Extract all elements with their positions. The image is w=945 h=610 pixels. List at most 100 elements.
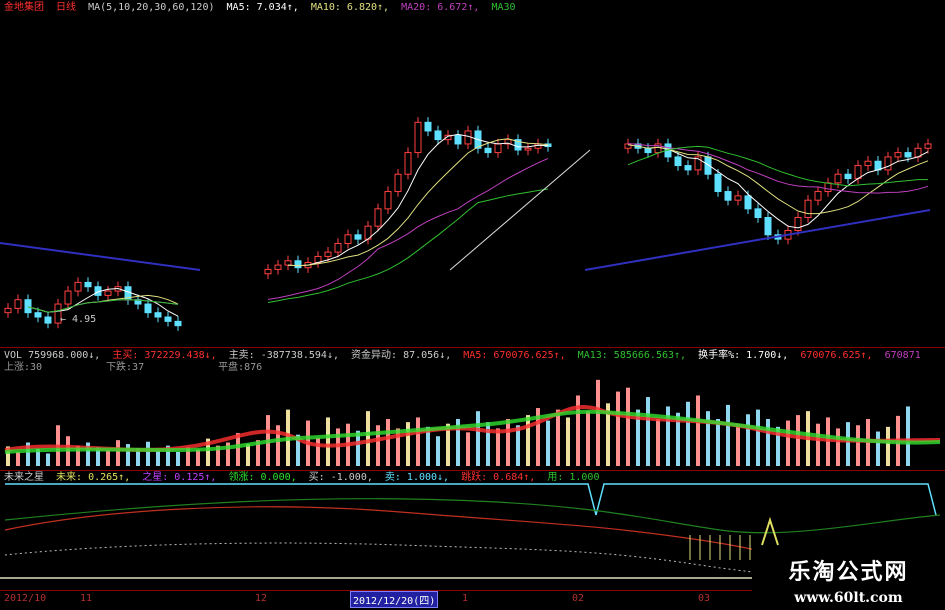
volume-bar <box>486 422 490 466</box>
period-label[interactable]: 日线 <box>56 2 77 13</box>
volume-bar <box>6 446 10 466</box>
volume-bar <box>186 447 190 466</box>
candle-body <box>454 134 462 145</box>
volume-ma13-band <box>4 409 941 454</box>
candle-body <box>434 130 442 141</box>
volume-bar <box>246 444 250 466</box>
volume-bar <box>886 426 890 466</box>
volume-bar <box>636 409 640 466</box>
low-price-label: ← 4.95 <box>60 314 96 325</box>
volume-bar <box>216 445 220 466</box>
cursor-date: 2012/12/20(四) <box>350 591 439 608</box>
jump-value: 跳跃: 0.684↑, <box>461 472 536 483</box>
down-count: 下跌:37 <box>106 362 145 373</box>
candle-body <box>834 173 842 184</box>
volume-bar <box>786 420 790 466</box>
candle-body <box>4 307 12 314</box>
volume-bar <box>596 379 600 466</box>
volume-bar <box>206 438 210 466</box>
volume-bar <box>496 428 500 466</box>
candle-body <box>414 121 422 154</box>
candle-body <box>694 156 702 171</box>
volume-bar <box>196 449 200 466</box>
volume-bar <box>626 387 630 466</box>
volume-bar <box>546 420 550 466</box>
flat-count: 平盘:876 <box>218 362 263 373</box>
main-sell-value: 主卖: -387738.594↓, <box>228 350 339 361</box>
volume-bar <box>376 425 380 466</box>
volume-bar <box>146 441 150 466</box>
future-value: 未来: 0.265↑, <box>56 472 131 483</box>
volume-bar <box>26 442 30 466</box>
volume-bar <box>406 422 410 466</box>
volume-bar <box>316 437 320 466</box>
candle-body <box>894 152 902 158</box>
ma5-line <box>27 133 929 317</box>
candle-body <box>354 234 362 240</box>
volume-bar <box>746 414 750 466</box>
ma5-value: MA5: 7.034↑, <box>226 2 299 13</box>
candle-body <box>74 281 82 292</box>
volume-bar <box>536 408 540 466</box>
volume-bar <box>276 425 280 466</box>
hold-value: 用: 1.000 <box>547 472 600 483</box>
panel-divider <box>0 470 945 471</box>
volume-bar <box>776 426 780 466</box>
panel-divider <box>0 347 945 348</box>
volume-bar <box>836 428 840 466</box>
candle-body <box>384 191 392 210</box>
candle-body <box>424 121 432 132</box>
candle-body <box>54 303 62 324</box>
star-value: 之星: 0.125↑, <box>142 472 217 483</box>
candle-body <box>864 160 872 167</box>
volume-bar <box>716 419 720 466</box>
volume-bar <box>256 440 260 466</box>
volume-bar <box>106 450 110 466</box>
volume-bar <box>726 404 730 466</box>
volume-bar <box>96 447 100 466</box>
ma20-line <box>27 143 929 313</box>
candle-body <box>504 139 512 145</box>
candle-body <box>534 143 542 149</box>
volume-bar <box>656 419 660 466</box>
volume-bar <box>136 447 140 466</box>
ma10-line <box>27 138 929 313</box>
ma30-line <box>27 145 928 313</box>
axis-label: 02 <box>572 593 585 604</box>
candle-body <box>724 191 732 201</box>
volume-bar <box>876 431 880 466</box>
candle-body <box>804 199 812 218</box>
sell-signal-value: 卖: 1.000↓, <box>384 472 450 483</box>
candle-body <box>374 208 382 227</box>
volume-bar <box>416 417 420 466</box>
ma-params: MA(5,10,20,30,60,120) <box>88 2 215 13</box>
price-header: 金地集团 日线 MA(5,10,20,30,60,120) MA5: 7.034… <box>4 2 522 14</box>
candle-body <box>344 234 352 244</box>
candle-body <box>404 152 412 175</box>
turnover-value: 换手率%: 1.700↓, <box>698 350 789 361</box>
candle-body <box>34 312 42 318</box>
candle-body <box>644 147 652 154</box>
volume-bar <box>36 448 40 466</box>
candle-body <box>324 251 332 257</box>
volume-bar <box>356 430 360 466</box>
fund-change-value: 资金异动: 87.056↓, <box>351 350 452 361</box>
volume-bar <box>436 436 440 466</box>
candle-body <box>264 268 272 275</box>
candle-body <box>14 299 22 309</box>
volume-bar <box>666 406 670 466</box>
volume-bar <box>326 417 330 466</box>
candle-body <box>744 195 752 210</box>
candle-body <box>394 173 402 193</box>
candle-body <box>714 173 722 193</box>
candle-body <box>884 156 892 171</box>
volume-bar <box>86 442 90 466</box>
ma60-line <box>449 149 591 271</box>
star-line <box>4 506 861 586</box>
candle-body <box>144 303 152 314</box>
candle-body <box>484 147 492 154</box>
candle-body <box>44 316 52 324</box>
ma10-value: MA10: 6.820↑, <box>310 2 390 13</box>
candle-body <box>824 182 832 193</box>
